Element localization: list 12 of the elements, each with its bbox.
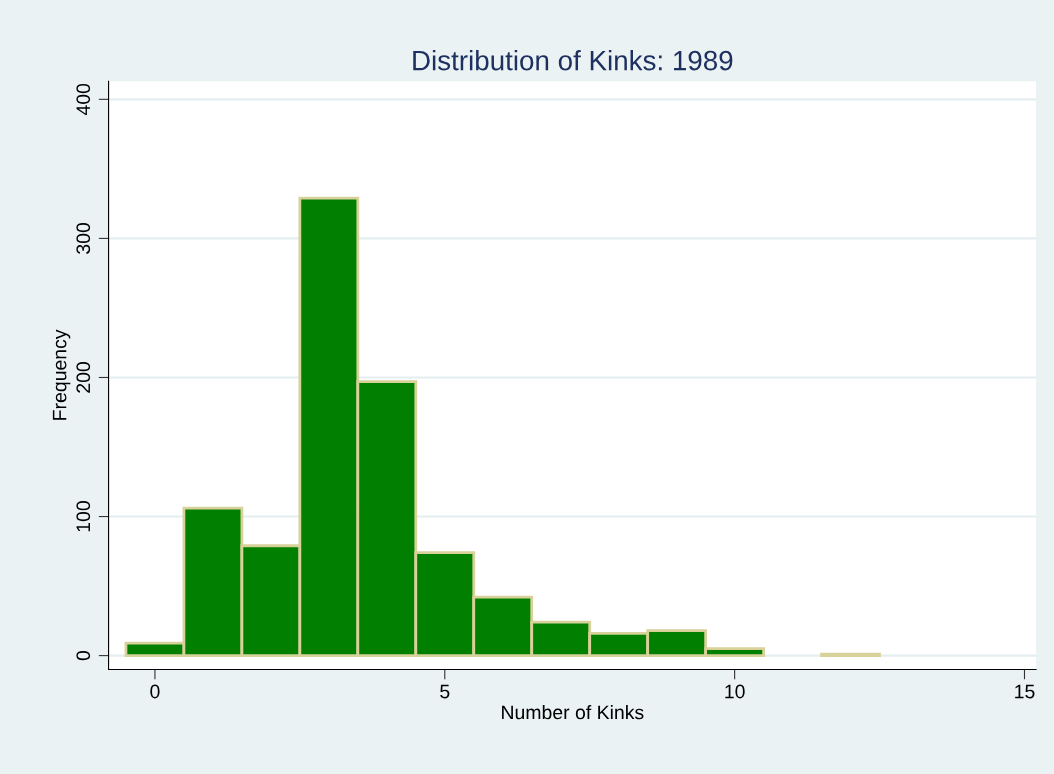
x-tick-label: 0 [150, 684, 160, 699]
y-tick-label: 400 [76, 83, 91, 116]
x-tick-label: 15 [1015, 684, 1035, 699]
x-tick-label: 5 [440, 684, 450, 699]
y-tick-label: 300 [76, 222, 91, 254]
chart-title: Distribution of Kinks: 1989 [413, 50, 733, 71]
y-tick-label: 0 [76, 650, 91, 661]
y-axis-title: Frequency [52, 329, 71, 420]
y-tick-label: 100 [76, 501, 91, 532]
y-tick-label: 200 [76, 362, 91, 393]
x-axis-title: Number of Kinks [502, 705, 644, 720]
x-tick-label: 10 [725, 684, 745, 699]
